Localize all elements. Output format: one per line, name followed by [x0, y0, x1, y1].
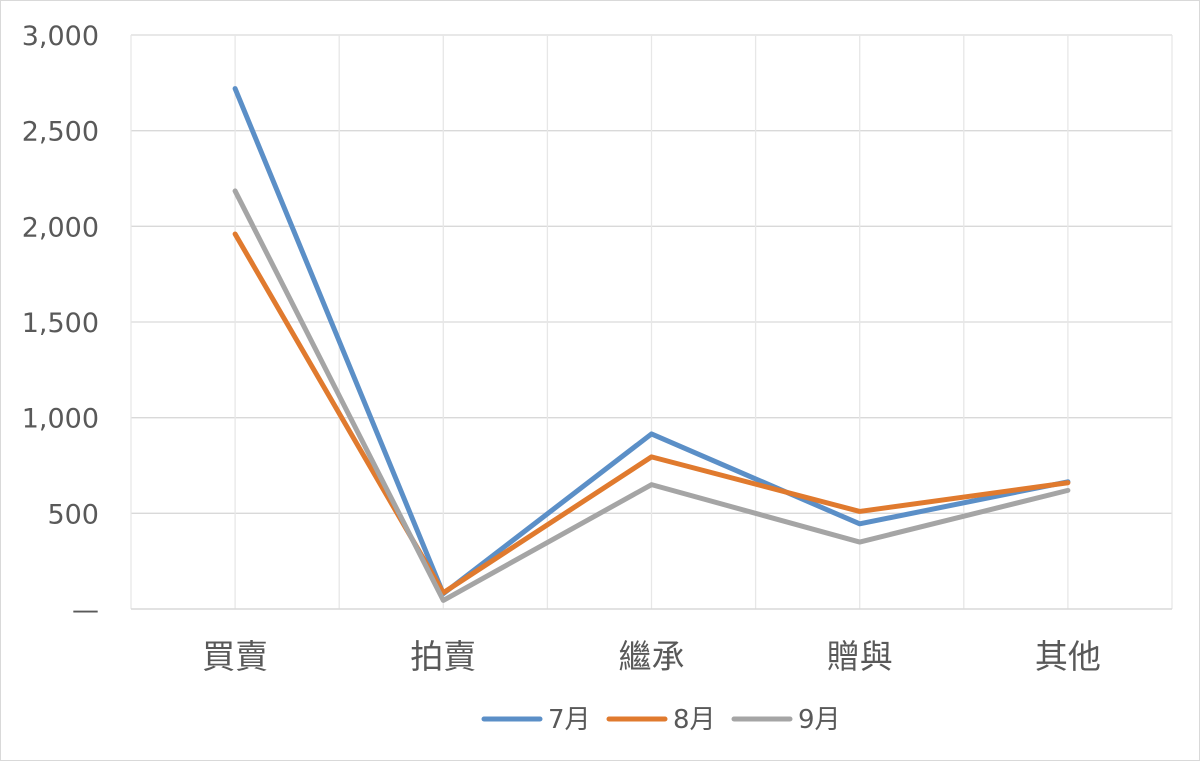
legend-label-3: 9月	[798, 705, 841, 735]
legend: 7月 8月 9月	[481, 705, 841, 735]
x-tick-label: 買賣	[202, 637, 268, 676]
x-tick-label: 拍賣	[410, 637, 476, 676]
x-tick-label: 其他	[1035, 637, 1101, 676]
series-line-3	[232, 188, 1071, 603]
series-layer	[232, 86, 1071, 603]
x-axis-ticks: 買賣 拍賣 繼承 贈與 其他	[202, 637, 1101, 676]
x-tick-label: 繼承	[619, 637, 685, 676]
x-tick-label: 贈與	[827, 637, 893, 676]
y-tick-label: 2,500	[22, 117, 99, 148]
y-tick-label: 1,000	[22, 404, 99, 435]
legend-label-1: 7月	[548, 705, 591, 735]
series-line-2	[232, 231, 1071, 596]
y-tick-label: 1,500	[22, 308, 99, 339]
y-tick-label: 2,000	[22, 212, 99, 243]
legend-label-2: 8月	[673, 705, 716, 735]
y-axis-ticks: — 500 1,000 1,500 2,000 2,500 3,000	[22, 21, 99, 626]
y-tick-label: 500	[47, 499, 99, 530]
y-tick-label: 3,000	[22, 21, 99, 52]
series-line-1	[232, 86, 1071, 597]
y-tick-label: —	[72, 595, 99, 626]
